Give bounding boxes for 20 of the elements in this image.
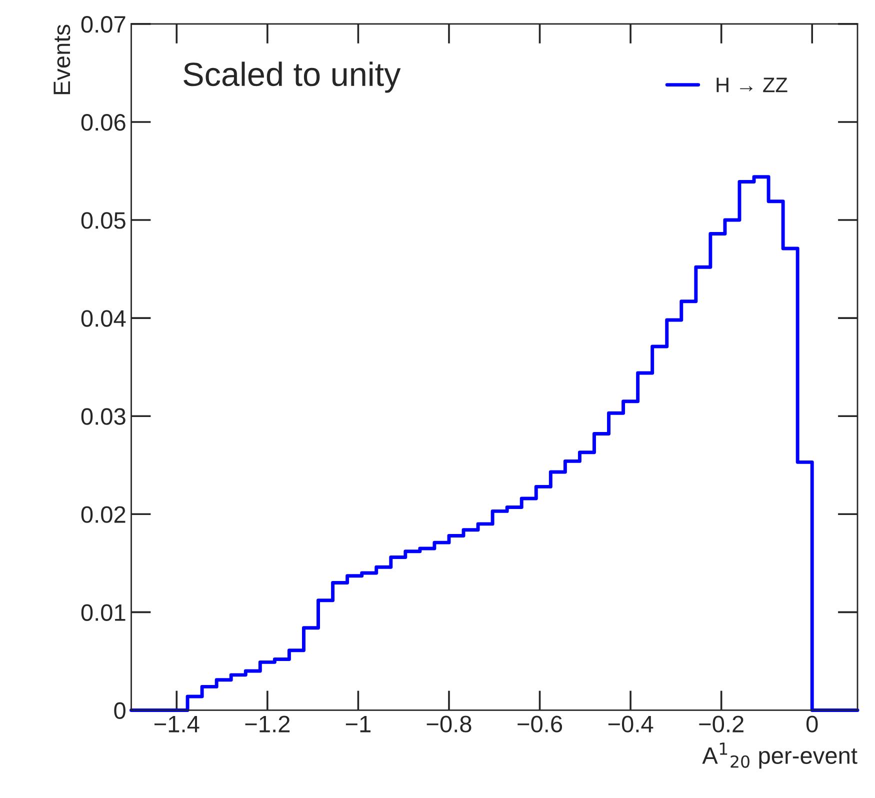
x-tick-label: −0.4 — [608, 716, 654, 732]
y-tick-label: 0.03 — [81, 408, 126, 425]
x-tick-label: −0.8 — [426, 716, 472, 732]
y-axis-title: Events — [54, 24, 70, 94]
annotation: Scaled to unity — [184, 62, 401, 93]
y-tick-label: 0.02 — [81, 506, 126, 523]
y-tick-label: 0.04 — [81, 310, 126, 327]
y-tick-label: 0.05 — [81, 212, 126, 229]
y-tick-label: 0.07 — [81, 16, 126, 33]
x-axis-title: A$^{1}$$_{20}$ per-event — [702, 742, 858, 769]
y-tick-label: 0.06 — [81, 114, 126, 131]
x-tick-label: −1.4 — [154, 716, 200, 732]
y-tick-label: 0.01 — [81, 604, 126, 621]
x-tick-label: −1.2 — [245, 716, 290, 732]
x-tick-label: −0.6 — [518, 716, 562, 732]
x-tick-label: −1 — [346, 716, 371, 732]
legend-label: H → ZZ — [716, 78, 788, 92]
x-tick-label: −0.2 — [699, 716, 744, 732]
y-tick-label: 0 — [114, 702, 126, 720]
x-tick-label: 0 — [806, 716, 818, 732]
